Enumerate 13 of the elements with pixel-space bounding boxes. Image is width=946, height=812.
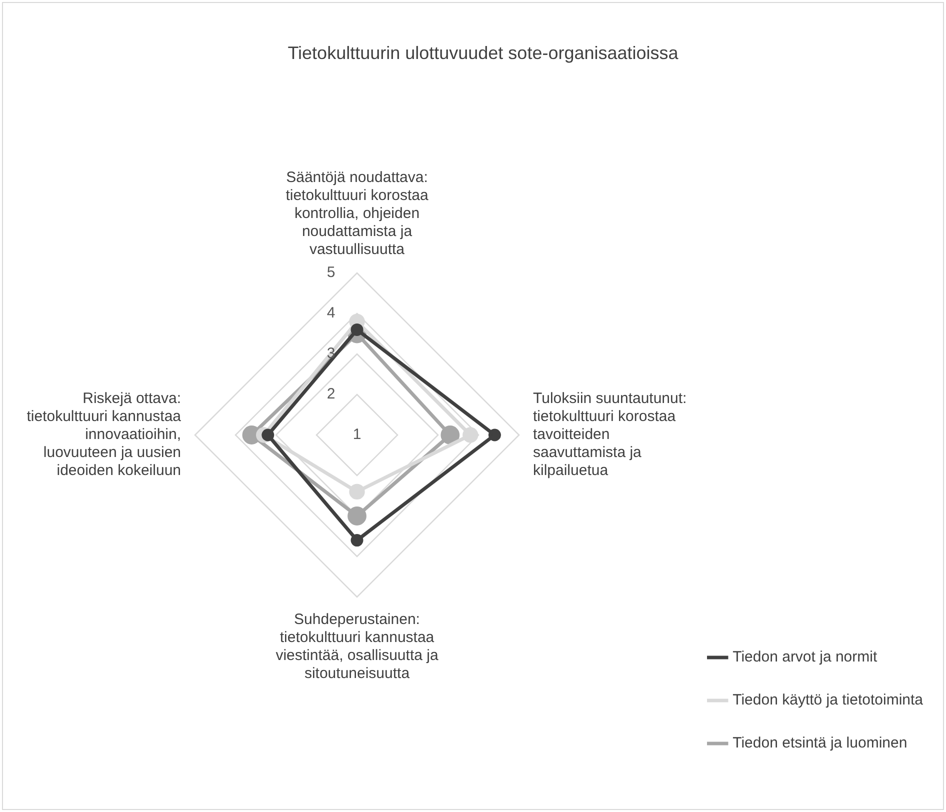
chart-title: Tietokulttuurin ulottuvuudet sote-organisaatioissa [288,42,680,63]
y-tick-label: 1 [352,426,362,444]
y-tick-label: 3 [326,345,336,362]
spoke-label: Riskejä ottava: tietokulttuuri kannustaa innovaatioihin, luovuuteen ja uusien ideoiden kokeiluun [26,390,182,480]
spoke-label: Suhdeperustainen: tietokulttuuri kannustaa viestintää, osallisuutta ja sitoutuneisuutta [276,611,439,682]
y-tick-label: 4 [326,304,336,322]
spoke-label: Sääntöjä noudattava: tietokulttuuri korostaa kontrollia, ohjeiden noudattamista ja vastuullisuutta [286,169,429,258]
y-tick-label: 5 [326,264,336,282]
legend-label: Tiedon arvot ja normit [732,648,878,666]
y-tick-label: 2 [326,386,336,403]
legend-label: Tiedon etsintä ja luominen [732,734,908,752]
spoke-label: Tuloksiin suuntautunut: tietokulttuuri korostaa tavoitteiden saavuttamista ja kilpailuetua [533,390,687,480]
legend-label: Tiedon käyttö ja tietotoiminta [732,692,924,709]
